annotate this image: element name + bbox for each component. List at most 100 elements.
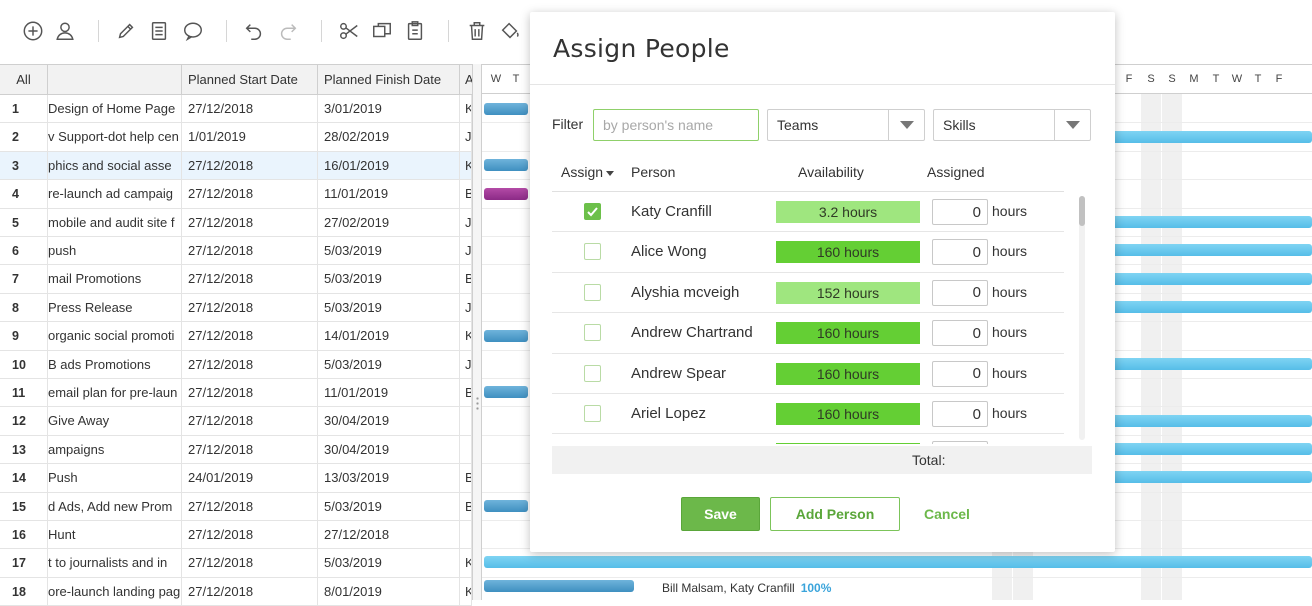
comment-icon[interactable] [181,19,205,43]
assign-checkbox[interactable] [584,324,601,342]
planned-start-cell[interactable]: 27/12/2018 [182,95,318,123]
assign-checkbox[interactable] [584,243,601,261]
extra-cell[interactable]: B [460,180,472,208]
extra-cell[interactable]: J [460,293,472,322]
planned-finish-cell[interactable]: 11/01/2019 [318,379,460,407]
row-number[interactable]: 12 [0,407,48,435]
planned-start-cell[interactable]: 1/01/2019 [182,123,318,151]
planned-start-cell[interactable]: 27/12/2018 [182,151,318,180]
planned-finish-cell[interactable]: 13/03/2019 [318,464,460,492]
planned-start-cell[interactable]: 27/12/2018 [182,265,318,293]
task-name-cell[interactable]: organic social promoti [48,322,182,350]
extra-cell[interactable] [460,521,472,549]
gantt-bar[interactable] [484,188,528,200]
pane-splitter[interactable] [472,64,482,600]
task-name-cell[interactable]: Design of Home Page [48,95,182,123]
assigned-hours-input[interactable] [932,360,988,387]
paint-bucket-icon[interactable] [498,19,522,43]
table-row[interactable]: 15 d Ads, Add new Prom 27/12/2018 5/03/2019… [0,492,472,521]
header-planned-finish[interactable]: Planned Finish Date [318,65,460,95]
assign-checkbox[interactable] [584,203,601,220]
column-person[interactable]: Person [631,164,676,180]
planned-start-cell[interactable]: 27/12/2018 [182,492,318,520]
task-name-cell[interactable]: ore-launch landing pag [48,577,182,606]
gantt-bar[interactable] [484,386,528,398]
table-row[interactable]: 3 phics and social asse 27/12/2018 16/01/20… [0,151,472,181]
skills-select[interactable]: Skills [933,109,1091,141]
planned-start-cell[interactable]: 27/12/2018 [182,407,318,435]
row-number[interactable]: 8 [0,293,48,322]
planned-finish-cell[interactable]: 27/12/2018 [318,521,460,549]
extra-cell[interactable]: K [460,95,472,123]
gantt-bar[interactable] [484,580,634,592]
planned-finish-cell[interactable]: 5/03/2019 [318,549,460,577]
table-row[interactable]: 18 ore-launch landing pag 27/12/2018 8/01/2… [0,577,472,606]
gantt-bar[interactable] [1112,471,1312,483]
add-circle-icon[interactable] [21,19,45,43]
planned-finish-cell[interactable]: 5/03/2019 [318,293,460,322]
task-name-cell[interactable]: re-launch ad campaig [48,180,182,208]
planned-finish-cell[interactable]: 5/03/2019 [318,237,460,265]
scrollbar-thumb[interactable] [1079,196,1085,226]
row-number[interactable]: 5 [0,208,48,236]
extra-cell[interactable] [460,435,472,464]
row-number[interactable]: 1 [0,95,48,123]
row-number[interactable]: 2 [0,123,48,151]
task-name-cell[interactable]: push [48,237,182,265]
task-name-cell[interactable]: t to journalists and in [48,549,182,577]
planned-finish-cell[interactable]: 28/02/2019 [318,123,460,151]
planned-finish-cell[interactable]: 27/02/2019 [318,208,460,236]
planned-start-cell[interactable]: 27/12/2018 [182,180,318,208]
planned-start-cell[interactable]: 27/12/2018 [182,322,318,350]
task-name-cell[interactable]: mail Promotions [48,265,182,293]
row-number[interactable]: 6 [0,237,48,265]
task-name-cell[interactable]: Give Away [48,407,182,435]
assign-checkbox[interactable] [584,283,601,301]
gantt-bar[interactable] [1112,301,1312,313]
planned-start-cell[interactable]: 27/12/2018 [182,521,318,549]
planned-finish-cell[interactable]: 30/04/2019 [318,435,460,464]
gantt-bar[interactable] [484,103,528,115]
task-name-cell[interactable]: phics and social asse [48,151,182,180]
assigned-hours-input[interactable] [932,320,988,347]
trash-icon[interactable] [465,19,489,43]
task-name-cell[interactable]: email plan for pre-laun [48,379,182,407]
assign-checkbox[interactable] [584,405,601,422]
task-name-cell[interactable]: v Support-dot help cen [48,123,182,151]
task-name-cell[interactable]: mobile and audit site f [48,208,182,236]
gantt-bar[interactable] [484,330,528,342]
gantt-bar[interactable] [1112,244,1312,256]
extra-cell[interactable]: B [460,464,472,492]
column-assign[interactable]: Assign [561,164,615,180]
planned-finish-cell[interactable]: 5/03/2019 [318,492,460,520]
gantt-bar[interactable] [1112,358,1312,370]
table-row[interactable]: 5 mobile and audit site f 27/12/2018 27/02/… [0,208,472,237]
assigned-hours-input[interactable] [932,441,988,444]
cut-icon[interactable] [337,19,361,43]
add-person-button[interactable]: Add Person [770,497,900,531]
extra-cell[interactable]: B [460,492,472,520]
notes-icon[interactable] [147,19,171,43]
planned-finish-cell[interactable]: 30/04/2019 [318,407,460,435]
row-number[interactable]: 11 [0,379,48,407]
people-list-scrollbar[interactable] [1079,196,1085,440]
table-row[interactable]: 4 re-launch ad campaig 27/12/2018 11/01/201… [0,180,472,209]
table-row[interactable]: 16 Hunt 27/12/2018 27/12/2018 [0,521,472,550]
extra-cell[interactable]: B [460,379,472,407]
row-number[interactable]: 7 [0,265,48,293]
row-number[interactable]: 13 [0,435,48,464]
assigned-hours-input[interactable] [932,239,988,266]
person-name-filter-input[interactable] [593,109,759,141]
gantt-bar[interactable] [1112,415,1312,427]
planned-start-cell[interactable]: 27/12/2018 [182,549,318,577]
cancel-button[interactable]: Cancel [912,497,982,531]
planned-finish-cell[interactable]: 16/01/2019 [318,151,460,180]
assigned-hours-input[interactable] [932,279,988,306]
extra-cell[interactable]: K [460,577,472,606]
planned-start-cell[interactable]: 27/12/2018 [182,208,318,236]
extra-cell[interactable]: B [460,265,472,293]
gantt-bar[interactable] [1112,216,1312,228]
planned-finish-cell[interactable]: 11/01/2019 [318,180,460,208]
